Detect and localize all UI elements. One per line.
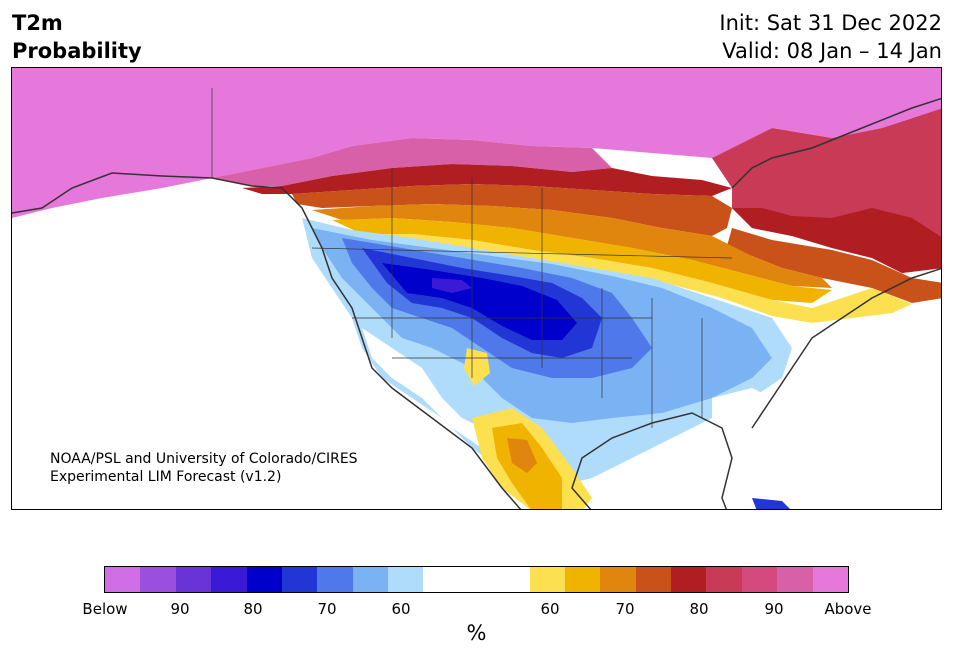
init-date: Init: Sat 31 Dec 2022 (719, 11, 942, 35)
colorbar-segment (140, 567, 176, 592)
colorbar-segment (317, 567, 353, 592)
colorbar-segment (388, 567, 424, 592)
colorbar-segment (105, 567, 141, 592)
region-above-60 (352, 234, 912, 323)
colorbar-segment (175, 567, 212, 592)
colorbar-tick-label: Below (82, 600, 128, 618)
colorbar-unit: % (466, 621, 487, 645)
colorbar-tick-label: 90 (764, 600, 784, 618)
region-southwest-yellow (464, 348, 490, 386)
colorbar-segment (600, 567, 636, 592)
region-above-80 (242, 164, 732, 196)
attribution: NOAA/PSL and University of Colorado/CIRE… (50, 450, 358, 486)
region-below-80 (382, 263, 577, 340)
colorbar-segment (741, 567, 778, 592)
map-canvas (12, 68, 941, 509)
forecast-dates: Init: Sat 31 Dec 2022 Valid: 08 Jan – 14… (719, 9, 942, 65)
region-mexico-70 (507, 438, 537, 473)
colorbar-segment (777, 567, 813, 592)
colorbar-segment (211, 567, 247, 592)
colorbar-tick-label: 90 (170, 600, 190, 618)
colorbar-tick-label: 80 (243, 600, 263, 618)
colorbar-segment (281, 567, 318, 592)
region-east-redcore (732, 208, 941, 273)
valid-range: Valid: 08 Jan – 14 Jan (722, 39, 942, 63)
colorbar (104, 566, 849, 593)
state-borders (211, 88, 733, 428)
title-variable: T2m (12, 11, 63, 35)
colorbar-tick-label: 60 (391, 600, 411, 618)
colorbar-tick-label: 80 (689, 600, 709, 618)
attribution-line1: NOAA/PSL and University of Colorado/CIRE… (50, 451, 358, 467)
colorbar-ticks: Below 90 80 70 60 60 70 80 90 Above (0, 600, 953, 620)
colorbar-segment (706, 567, 742, 592)
probability-map: NOAA/PSL and University of Colorado/CIRE… (11, 67, 942, 510)
colorbar-segment (352, 567, 388, 592)
coastlines (12, 97, 941, 509)
map-title: T2m Probability (12, 9, 142, 65)
colorbar-tick-label: 70 (317, 600, 337, 618)
region-above-85 (212, 138, 612, 186)
region-above-75 (292, 184, 732, 236)
colorbar-tick-label: 70 (615, 600, 635, 618)
region-below-85 (432, 278, 472, 293)
region-east-orange (727, 228, 941, 303)
colorbar-segment (671, 567, 707, 592)
colorbar-segment (564, 567, 601, 592)
colorbar-segment (529, 567, 565, 592)
colorbar-segment (246, 567, 282, 592)
title-type: Probability (12, 39, 142, 63)
attribution-line2: Experimental LIM Forecast (v1.2) (50, 469, 282, 485)
colorbar-tick-label: 60 (540, 600, 560, 618)
colorbar-tick-label: Above (824, 600, 872, 618)
colorbar-segment (812, 567, 848, 592)
region-cuba-cold (752, 498, 790, 509)
region-above-70 (312, 204, 832, 288)
region-normal-southeast (712, 388, 772, 448)
colorbar-segment (423, 567, 530, 592)
region-above-90 (12, 68, 941, 218)
colorbar-segment (635, 567, 672, 592)
